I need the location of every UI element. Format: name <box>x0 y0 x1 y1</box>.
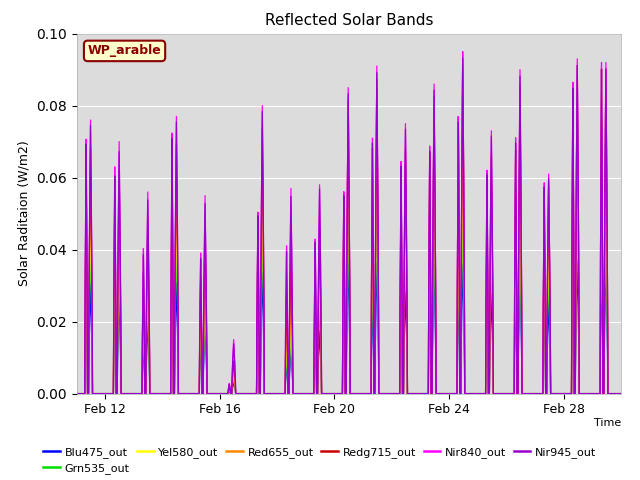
Grn535_out <box>354 391 362 396</box>
Grn535_out <box>123 391 131 396</box>
Grn535_out <box>484 326 492 332</box>
Blu475_out <box>344 256 352 262</box>
Nir840_out <box>351 391 358 396</box>
Redg715_out <box>617 391 625 396</box>
Red655_out <box>73 391 81 396</box>
Redg715_out <box>351 391 358 396</box>
Red655_out <box>484 294 492 300</box>
Nir945_out <box>568 391 575 396</box>
Line: Blu475_out: Blu475_out <box>77 259 621 394</box>
Blu475_out <box>417 391 425 396</box>
Blu475_out <box>484 344 492 349</box>
Redg715_out <box>568 391 575 396</box>
Yel580_out <box>617 391 625 396</box>
Line: Red655_out: Red655_out <box>77 115 621 394</box>
Redg715_out <box>459 48 467 54</box>
Nir945_out <box>459 56 467 61</box>
Redg715_out <box>73 391 81 396</box>
Title: Reflected Solar Bands: Reflected Solar Bands <box>264 13 433 28</box>
Legend: Blu475_out, Grn535_out, Yel580_out, Red655_out, Redg715_out, Nir840_out, Nir945_: Blu475_out, Grn535_out, Yel580_out, Red6… <box>39 443 600 479</box>
Red655_out <box>417 391 425 396</box>
Red655_out <box>354 391 362 396</box>
Yel580_out <box>73 391 81 396</box>
Yel580_out <box>568 391 575 396</box>
Grn535_out <box>373 201 381 206</box>
Nir840_out <box>459 48 467 54</box>
Blu475_out <box>73 391 81 396</box>
Yel580_out <box>351 391 358 396</box>
Red655_out <box>373 112 381 118</box>
Nir840_out <box>73 391 81 396</box>
Nir840_out <box>417 391 424 396</box>
Grn535_out <box>617 391 625 396</box>
Red655_out <box>617 391 625 396</box>
Line: Yel580_out: Yel580_out <box>77 158 621 394</box>
Nir945_out <box>417 391 424 396</box>
X-axis label: Time: Time <box>593 418 621 428</box>
Blu475_out <box>354 391 362 396</box>
Blu475_out <box>568 391 575 396</box>
Text: WP_arable: WP_arable <box>88 44 161 58</box>
Yel580_out <box>123 391 131 396</box>
Line: Redg715_out: Redg715_out <box>77 51 621 394</box>
Line: Nir840_out: Nir840_out <box>77 51 621 394</box>
Grn535_out <box>568 391 575 396</box>
Nir945_out <box>351 391 358 396</box>
Y-axis label: Solar Raditaion (W/m2): Solar Raditaion (W/m2) <box>18 141 31 287</box>
Yel580_out <box>417 391 425 396</box>
Grn535_out <box>417 391 425 396</box>
Nir945_out <box>123 391 131 396</box>
Nir945_out <box>354 391 362 396</box>
Blu475_out <box>617 391 625 396</box>
Nir840_out <box>354 391 362 396</box>
Redg715_out <box>484 280 492 286</box>
Redg715_out <box>354 391 362 396</box>
Redg715_out <box>123 391 131 396</box>
Red655_out <box>123 391 131 396</box>
Yel580_out <box>484 311 492 316</box>
Nir840_out <box>568 391 575 396</box>
Nir840_out <box>484 267 492 273</box>
Yel580_out <box>373 155 381 161</box>
Red655_out <box>351 391 358 396</box>
Nir945_out <box>73 391 81 396</box>
Grn535_out <box>73 391 81 396</box>
Line: Nir945_out: Nir945_out <box>77 59 621 394</box>
Nir945_out <box>484 270 492 276</box>
Grn535_out <box>351 391 358 396</box>
Nir840_out <box>617 391 625 396</box>
Nir840_out <box>123 391 131 396</box>
Yel580_out <box>354 391 362 396</box>
Red655_out <box>568 391 575 396</box>
Blu475_out <box>123 391 131 396</box>
Blu475_out <box>351 391 358 396</box>
Line: Grn535_out: Grn535_out <box>77 204 621 394</box>
Redg715_out <box>417 391 424 396</box>
Nir945_out <box>617 391 625 396</box>
